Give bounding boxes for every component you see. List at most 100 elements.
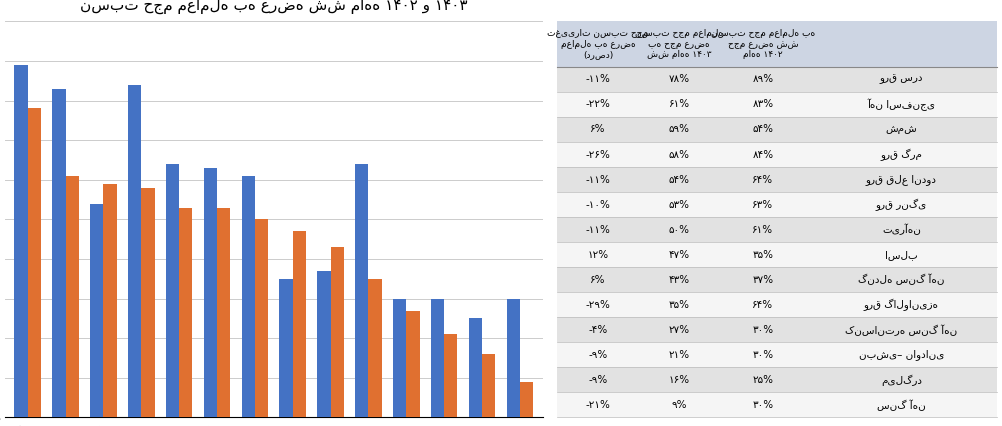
Text: ۶%: ۶% — [590, 275, 605, 285]
Bar — [65, 176, 79, 417]
Text: ۳۰%: ۳۰% — [753, 400, 774, 410]
Bar — [557, 367, 997, 392]
Text: نسبت حجم معامله
به حجم عرضه
شش ماهه ۱۴۰۳: نسبت حجم معامله به حجم عرضه شش ماهه ۱۴۰۳ — [635, 29, 723, 59]
Title: نسبت حجم معامله به عرضه شش ماهه ۱۴۰۲ و ۱۴۰۳: نسبت حجم معامله به عرضه شش ماهه ۱۴۰۲ و ۱… — [80, 0, 468, 14]
Text: ۶۱%: ۶۱% — [668, 99, 689, 109]
Bar — [280, 279, 293, 417]
Bar — [557, 167, 997, 192]
Text: ۲۵%: ۲۵% — [753, 375, 774, 385]
Text: ورق رنگی: ورق رنگی — [876, 199, 927, 211]
Text: -۱۱%: -۱۱% — [585, 75, 610, 84]
Bar — [90, 204, 103, 417]
Text: ۳۵%: ۳۵% — [668, 300, 689, 310]
Bar — [557, 242, 997, 267]
Bar — [293, 231, 306, 417]
Text: -۱۱%: -۱۱% — [585, 225, 610, 235]
Text: نبشی– ناودانی: نبشی– ناودانی — [859, 349, 944, 360]
Bar — [166, 164, 179, 417]
Text: -۹%: -۹% — [588, 375, 607, 385]
Text: ۶۴%: ۶۴% — [753, 300, 774, 310]
Bar — [557, 117, 997, 142]
Bar — [444, 334, 457, 417]
Bar — [241, 176, 255, 417]
Bar — [557, 392, 997, 417]
Text: ۳۵%: ۳۵% — [753, 250, 774, 260]
Bar — [520, 382, 533, 417]
Text: آهن اسفنجی: آهن اسفنجی — [868, 98, 935, 111]
Text: ۸۹%: ۸۹% — [753, 75, 774, 84]
Bar — [557, 67, 997, 92]
Text: ۸۴%: ۸۴% — [753, 150, 774, 159]
Bar — [406, 311, 420, 417]
Text: تغییرات نسبت حجم
معامله به عرضه
(درصد): تغییرات نسبت حجم معامله به عرضه (درصد) — [547, 29, 648, 59]
Text: ۳۰%: ۳۰% — [753, 350, 774, 360]
Text: ورق گالوانیزه: ورق گالوانیزه — [864, 299, 939, 311]
Text: ۴۳%: ۴۳% — [668, 275, 689, 285]
Text: کنسانتره سنگ آهن: کنسانتره سنگ آهن — [846, 324, 958, 336]
Bar — [431, 299, 444, 417]
Bar — [355, 164, 369, 417]
Text: نسبت حجم معامله به
حجم عرضه شش
ماهه ۱۴۰۲: نسبت حجم معامله به حجم عرضه شش ماهه ۱۴۰۲ — [710, 29, 815, 59]
Bar — [557, 92, 997, 117]
Bar — [369, 279, 382, 417]
Bar — [52, 89, 65, 417]
Text: اسلب: اسلب — [885, 250, 918, 260]
Bar — [557, 343, 997, 367]
Bar — [557, 192, 997, 217]
Text: -۲۶%: -۲۶% — [585, 150, 610, 159]
Text: ورق گرم: ورق گرم — [881, 148, 922, 161]
Text: ۳۷%: ۳۷% — [753, 275, 774, 285]
Text: ۶۳%: ۶۳% — [753, 200, 774, 210]
Bar — [557, 142, 997, 167]
Bar — [255, 219, 269, 417]
Text: ورق قلع اندود: ورق قلع اندود — [866, 174, 937, 185]
Text: شمش: شمش — [886, 124, 917, 135]
Text: -۲۱%: -۲۱% — [585, 400, 610, 410]
Bar — [557, 267, 997, 292]
Bar — [331, 247, 344, 417]
Text: تیرآهن: تیرآهن — [882, 224, 921, 236]
Text: ۵۹%: ۵۹% — [668, 124, 689, 135]
Text: -۲۹%: -۲۹% — [585, 300, 610, 310]
Text: ۴۷%: ۴۷% — [668, 250, 689, 260]
Text: میلگرد: میلگرد — [881, 374, 922, 386]
Text: ۱۶%: ۱۶% — [668, 375, 689, 385]
Bar — [557, 317, 997, 343]
Text: ۵۸%: ۵۸% — [668, 150, 689, 159]
Bar — [103, 184, 116, 417]
Text: ۲۱%: ۲۱% — [668, 350, 689, 360]
Text: ۵۴%: ۵۴% — [668, 175, 689, 184]
Bar — [557, 21, 997, 67]
Text: ورق سرد: ورق سرد — [880, 75, 923, 84]
Bar — [482, 354, 495, 417]
Bar — [141, 188, 154, 417]
Text: ۵۴%: ۵۴% — [753, 124, 774, 135]
Text: ۶%: ۶% — [590, 124, 605, 135]
Text: ۵۳%: ۵۳% — [668, 200, 689, 210]
Text: ۶۱%: ۶۱% — [753, 225, 774, 235]
Bar — [14, 65, 28, 417]
Bar — [203, 168, 217, 417]
Bar — [318, 271, 331, 417]
Text: سنگ آهن: سنگ آهن — [877, 399, 926, 411]
Text: دیوان
نیر: دیوان نیر — [29, 23, 66, 46]
Text: -۱۰%: -۱۰% — [585, 200, 610, 210]
Text: -۲۲%: -۲۲% — [585, 99, 610, 109]
Bar — [217, 207, 230, 417]
Text: ۱۲%: ۱۲% — [587, 250, 608, 260]
Bar — [128, 85, 141, 417]
Text: -۴%: -۴% — [588, 325, 607, 335]
Bar — [393, 299, 406, 417]
Text: ۶۴%: ۶۴% — [753, 175, 774, 184]
Text: ۲۷%: ۲۷% — [668, 325, 689, 335]
Bar — [179, 207, 192, 417]
Text: -۹%: -۹% — [588, 350, 607, 360]
Bar — [557, 292, 997, 317]
Text: ۷۸%: ۷۸% — [668, 75, 689, 84]
Text: گندله سنگ آهن: گندله سنگ آهن — [858, 274, 945, 285]
Bar — [507, 299, 520, 417]
Bar — [557, 217, 997, 242]
Text: ۵۰%: ۵۰% — [668, 225, 689, 235]
Text: -۱۱%: -۱۱% — [585, 175, 610, 184]
Bar — [469, 318, 482, 417]
